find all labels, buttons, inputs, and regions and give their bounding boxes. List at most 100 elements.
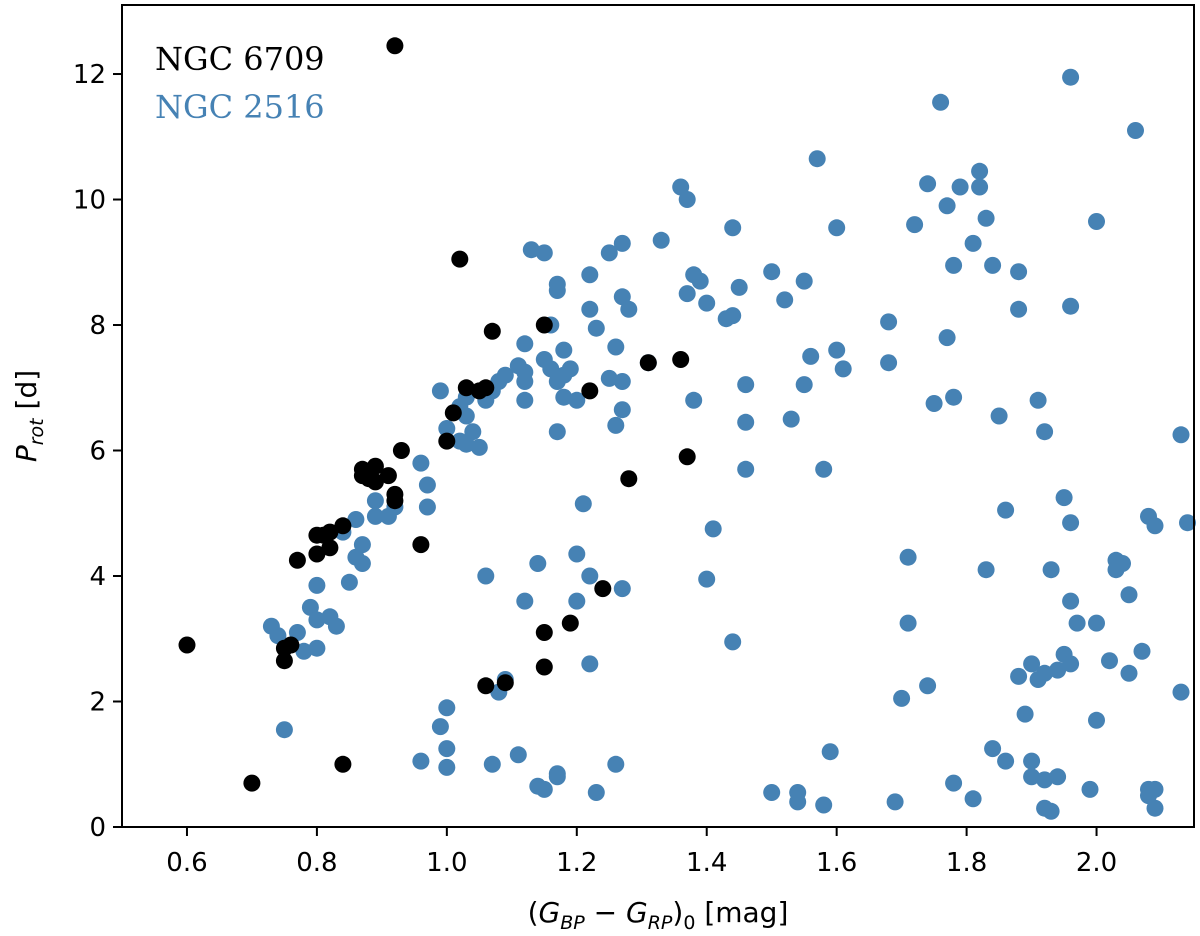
point-ngc-2516-25 <box>431 718 449 736</box>
point-ngc-2516-159 <box>1023 655 1041 673</box>
point-ngc-6709-34 <box>535 624 553 641</box>
point-ngc-6709-18 <box>379 467 397 485</box>
point-ngc-2516-178 <box>1062 297 1080 315</box>
point-ngc-2516-136 <box>932 93 950 111</box>
point-ngc-2516-94 <box>672 178 690 196</box>
point-ngc-2516-96 <box>678 285 696 303</box>
point-ngc-6709-27 <box>457 379 475 397</box>
point-ngc-6709-33 <box>535 316 553 334</box>
point-ngc-2516-100 <box>698 294 716 312</box>
point-ngc-2516-11 <box>340 573 358 591</box>
point-ngc-2516-127 <box>880 313 898 331</box>
point-ngc-2516-160 <box>1023 752 1041 770</box>
point-ngc-2516-43 <box>483 755 501 773</box>
y-tick-label: 6 <box>89 437 106 467</box>
point-ngc-2516-77 <box>581 655 599 673</box>
point-ngc-2516-129 <box>886 793 904 811</box>
point-ngc-2516-137 <box>925 395 943 412</box>
point-ngc-2516-158 <box>1016 705 1034 723</box>
point-ngc-2516-66 <box>555 388 573 406</box>
point-ngc-2516-134 <box>919 677 937 695</box>
point-ngc-2516-195 <box>1146 517 1164 535</box>
point-ngc-2516-91 <box>607 755 625 773</box>
point-ngc-2516-149 <box>977 561 995 579</box>
point-ngc-2516-143 <box>951 178 969 196</box>
point-ngc-2516-174 <box>1062 514 1080 532</box>
point-ngc-2516-17 <box>366 492 384 510</box>
point-ngc-2516-169 <box>1042 802 1060 820</box>
point-ngc-6709-17 <box>366 473 384 491</box>
point-ngc-2516-109 <box>737 413 755 431</box>
point-ngc-2516-167 <box>1036 771 1054 789</box>
point-ngc-2516-152 <box>990 407 1008 425</box>
point-ngc-2516-125 <box>828 341 846 359</box>
point-ngc-6709-38 <box>594 580 612 598</box>
point-ngc-2516-49 <box>516 391 534 409</box>
point-ngc-2516-8 <box>308 576 326 594</box>
point-ngc-2516-165 <box>1036 664 1054 682</box>
point-ngc-2516-62 <box>548 423 566 441</box>
x-axis-label: (GBP − GRP)0 [mag] <box>528 896 789 934</box>
point-ngc-6709-26 <box>451 250 469 268</box>
point-ngc-2516-198 <box>1172 426 1190 444</box>
point-ngc-2516-50 <box>516 335 534 353</box>
point-ngc-2516-155 <box>1010 263 1028 281</box>
point-ngc-2516-139 <box>938 329 956 347</box>
y-tick-label: 12 <box>73 60 106 90</box>
point-ngc-6709-3 <box>275 652 293 670</box>
point-ngc-6709-39 <box>620 470 638 488</box>
point-ngc-2516-21 <box>412 454 430 472</box>
x-tick-label: 1.0 <box>426 848 467 878</box>
point-ngc-2516-138 <box>938 197 956 215</box>
point-ngc-2516-7 <box>308 639 326 657</box>
x-tick-label: 1.6 <box>816 848 857 878</box>
point-ngc-2516-124 <box>828 219 846 237</box>
point-ngc-6709-9 <box>321 523 339 541</box>
point-ngc-2516-187 <box>1114 555 1131 572</box>
point-ngc-2516-54 <box>529 555 547 572</box>
point-ngc-2516-75 <box>581 300 599 318</box>
point-ngc-6709-5 <box>288 551 306 569</box>
point-ngc-2516-34 <box>457 435 475 453</box>
point-ngc-6709-35 <box>535 658 553 676</box>
point-ngc-2516-133 <box>906 216 924 234</box>
point-ngc-2516-29 <box>431 382 449 400</box>
point-ngc-2516-76 <box>581 266 599 284</box>
point-ngc-2516-189 <box>1120 664 1138 682</box>
point-ngc-2516-114 <box>782 410 800 428</box>
point-ngc-6709-23 <box>386 37 404 55</box>
point-ngc-6709-36 <box>561 614 579 632</box>
legend: NGC 6709 NGC 2516 <box>155 40 325 126</box>
point-ngc-2516-175 <box>1062 592 1080 610</box>
point-ngc-2516-191 <box>1133 642 1151 660</box>
point-ngc-2516-113 <box>776 291 794 309</box>
point-ngc-2516-183 <box>1088 711 1105 729</box>
point-ngc-2516-111 <box>763 263 781 281</box>
point-ngc-2516-106 <box>724 633 742 651</box>
point-ngc-2516-144 <box>964 234 982 252</box>
point-ngc-2516-135 <box>919 175 937 193</box>
y-tick-label: 10 <box>73 186 106 216</box>
point-ngc-2516-110 <box>737 460 755 478</box>
point-ngc-6709-10 <box>321 539 339 557</box>
point-ngc-2516-148 <box>977 209 995 227</box>
points-layer <box>178 37 1196 820</box>
point-ngc-2516-161 <box>1023 768 1041 786</box>
point-ngc-2516-168 <box>1042 561 1060 579</box>
point-ngc-2516-156 <box>1010 300 1028 318</box>
point-ngc-2516-128 <box>880 354 898 372</box>
point-ngc-2516-95 <box>678 191 696 208</box>
point-ngc-6709-20 <box>386 492 404 510</box>
point-ngc-6709-6 <box>308 545 326 563</box>
point-ngc-2516-102 <box>698 570 716 588</box>
point-ngc-2516-22 <box>418 476 436 494</box>
point-ngc-2516-171 <box>1049 768 1067 786</box>
point-ngc-2516-70 <box>561 360 579 378</box>
y-axis: 0 2 4 6 8 10 12 <box>73 60 122 843</box>
point-ngc-2516-84 <box>607 338 625 356</box>
point-ngc-2516-78 <box>581 567 599 585</box>
point-ngc-2516-188 <box>1120 586 1138 604</box>
y-axis-label: Prot [d] <box>10 370 48 462</box>
point-ngc-2516-146 <box>971 162 989 180</box>
point-ngc-2516-30 <box>438 420 456 437</box>
